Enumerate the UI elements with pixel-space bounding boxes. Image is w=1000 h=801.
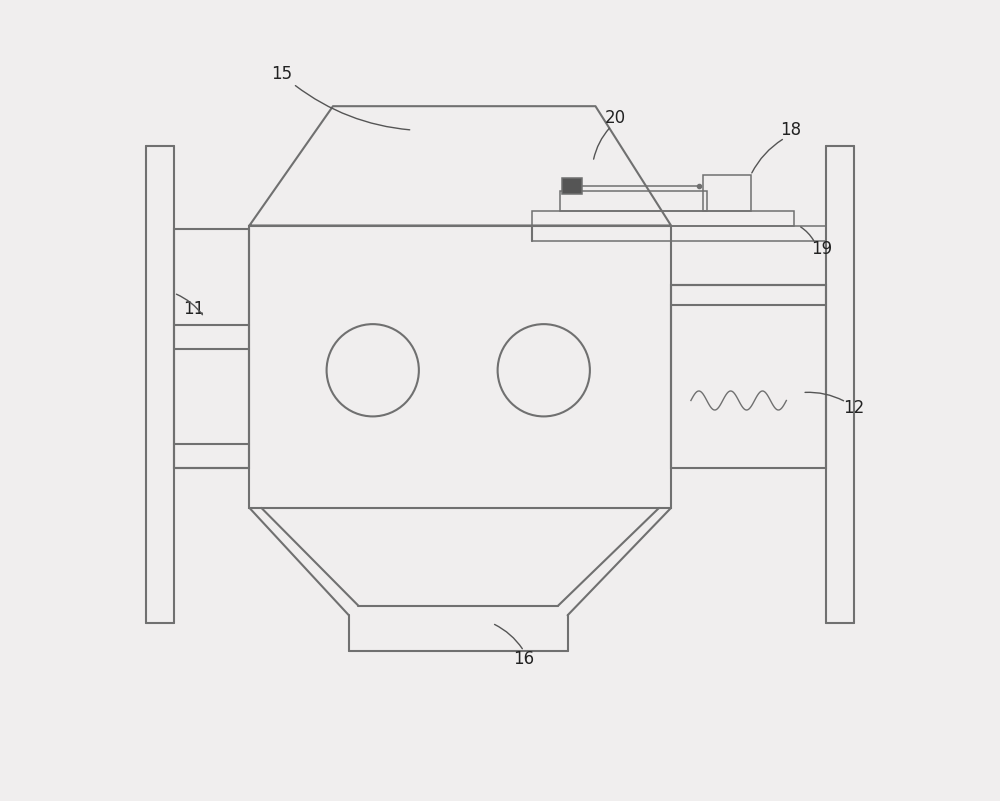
Bar	[562, 178, 582, 194]
Bar	[532, 226, 826, 241]
Bar	[174, 229, 249, 468]
Text: 20: 20	[605, 109, 626, 127]
Text: 12: 12	[843, 400, 865, 417]
Text: 16: 16	[513, 650, 534, 668]
Bar	[249, 226, 671, 508]
Bar	[532, 211, 794, 226]
Text: 18: 18	[780, 121, 801, 139]
Bar	[560, 191, 707, 211]
Text: 11: 11	[183, 300, 204, 318]
Text: 19: 19	[812, 240, 833, 259]
Text: 15: 15	[271, 66, 292, 83]
Bar	[703, 175, 751, 211]
Bar	[671, 285, 826, 468]
